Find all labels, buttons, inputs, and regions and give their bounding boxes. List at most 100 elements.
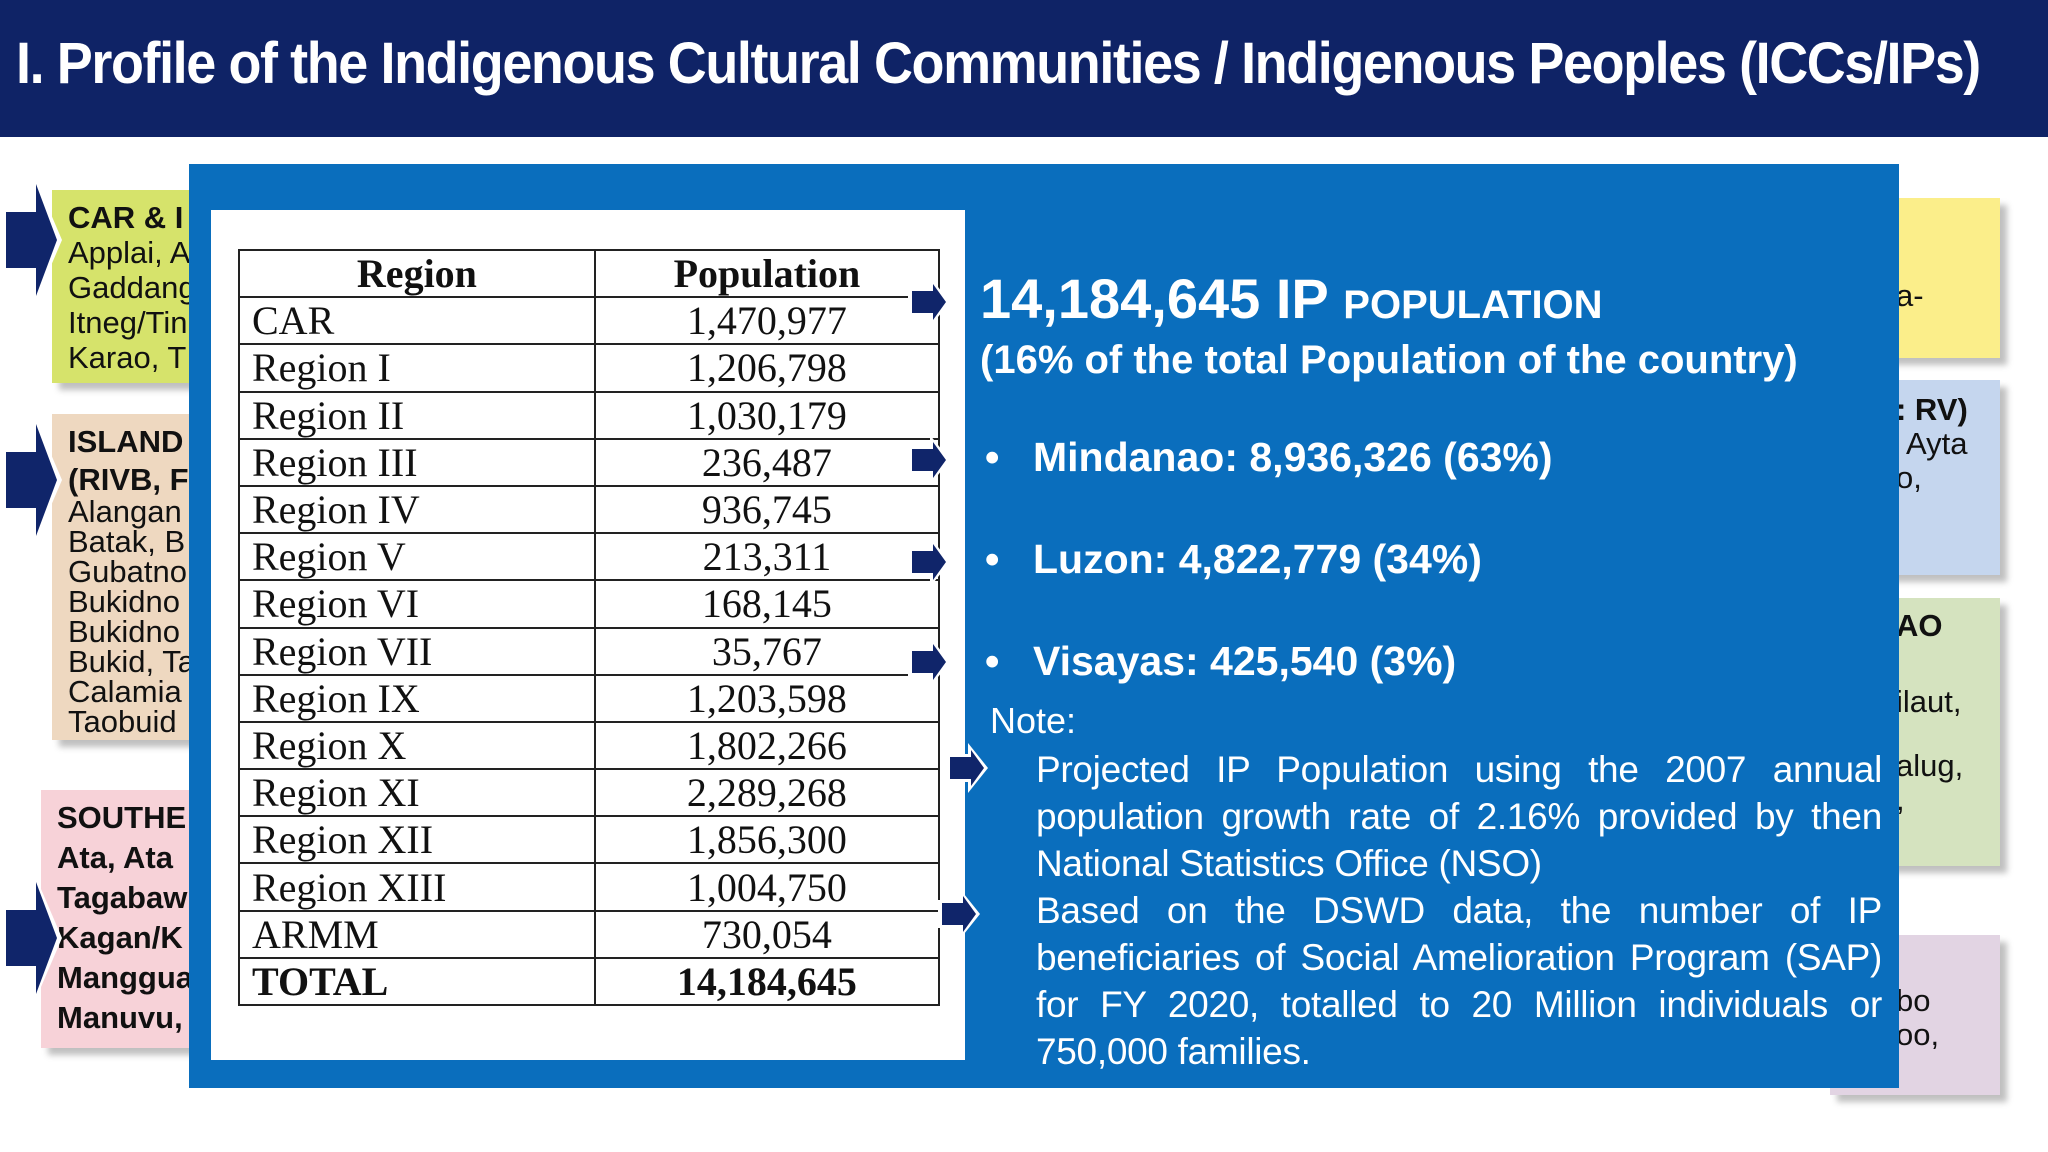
- population-cell: 1,856,300: [593, 815, 941, 865]
- bullet-text: Visayas: 425,540 (3%): [1033, 638, 1457, 684]
- table-row: Region IV 936,745: [238, 484, 941, 535]
- headline-label: POPULATION: [1343, 283, 1603, 327]
- bg-box-text: ,: [1896, 782, 1905, 817]
- bg-box-text: Taobuid: [68, 704, 177, 739]
- region-cell: Region VI: [238, 579, 596, 629]
- population-cell: 1,203,598: [593, 673, 941, 723]
- region-cell: Region XI: [238, 768, 596, 818]
- bg-box-text: Gaddang: [68, 270, 196, 305]
- bg-box-text: Ayta: [1906, 426, 1968, 461]
- bg-box-text: Alangan: [68, 494, 182, 529]
- population-cell: 1,802,266: [593, 720, 941, 771]
- bg-box-text: Manggua: [57, 960, 194, 995]
- population-cell: 1,004,750: [593, 862, 941, 912]
- bullet-luzon: • Luzon: 4,822,779 (34%): [985, 536, 1482, 582]
- arrow-right-icon: [944, 742, 990, 794]
- bg-box-text: alug,: [1896, 748, 1964, 783]
- page-title: I. Profile of the Indigenous Cultural Co…: [16, 31, 1981, 96]
- region-cell: Region XIII: [238, 862, 596, 912]
- region-cell: ARMM: [238, 909, 596, 959]
- table-row: Region IX 1,203,598: [238, 673, 941, 723]
- population-cell: 1,030,179: [593, 390, 941, 440]
- bullet-visayas: • Visayas: 425,540 (3%): [985, 638, 1457, 684]
- bg-box-text: : RV): [1896, 392, 1968, 427]
- arrow-right-icon: [906, 636, 952, 688]
- table-row: Region XIII 1,004,750: [238, 862, 941, 912]
- bullet-mindanao: • Mindanao: 8,936,326 (63%): [985, 434, 1553, 480]
- population-cell: 236,487: [593, 437, 941, 487]
- headline-number: 14,184,645 IP: [980, 267, 1328, 330]
- bg-box-text: Tagabaw: [57, 880, 188, 915]
- table-row: Region V 213,311: [238, 532, 941, 582]
- table-row: Region VI 168,145: [238, 579, 941, 629]
- arrow-right-icon: [936, 888, 982, 940]
- bullet-text: Luzon: 4,822,779 (34%): [1033, 536, 1482, 582]
- population-share-note: (16% of the total Population of the coun…: [980, 338, 1798, 382]
- bg-box-text: a-: [1896, 278, 1924, 313]
- ip-population-headline: 14,184,645 IP POPULATION: [980, 266, 1603, 331]
- total-value-cell: 14,184,645: [593, 956, 941, 1007]
- bg-box-text: CAR & I: [68, 200, 184, 235]
- population-cell: 2,289,268: [593, 768, 941, 818]
- arrow-right-icon: [906, 276, 952, 328]
- bg-box-text: Manuvu,: [57, 1000, 183, 1035]
- bg-box-text: Calamia: [68, 674, 182, 709]
- population-cell: 936,745: [593, 484, 941, 535]
- population-cell: 1,470,977: [593, 296, 941, 346]
- arrow-right-icon: [906, 536, 952, 588]
- arrow-right-icon: [2, 410, 62, 550]
- region-cell: Region IX: [238, 673, 596, 723]
- note-item: Projected IP Population using the 2007 a…: [1036, 749, 1882, 884]
- bg-box-text: oo,: [1896, 1017, 1940, 1052]
- bg-box-text: Applai, A: [68, 235, 191, 270]
- region-cell: Region III: [238, 437, 596, 487]
- bg-box-text: Karao, T: [68, 340, 187, 375]
- region-cell: Region VII: [238, 626, 596, 676]
- bg-box-text: SOUTHE: [57, 800, 187, 835]
- table-row: Region VII 35,767: [238, 626, 941, 676]
- population-cell: 168,145: [593, 579, 941, 629]
- region-cell: CAR: [238, 296, 596, 346]
- table-row: Region XI 2,289,268: [238, 768, 941, 818]
- population-cell: 730,054: [593, 909, 941, 959]
- table-row: Region III 236,487: [238, 437, 941, 487]
- bg-box-text: (RIVB, F: [68, 462, 189, 497]
- column-header: Population: [593, 248, 941, 299]
- table-row: Region XII 1,856,300: [238, 815, 941, 865]
- region-cell: Region X: [238, 720, 596, 771]
- bg-box-text: Bukidno: [68, 584, 181, 619]
- header-bar: I. Profile of the Indigenous Cultural Co…: [0, 0, 2048, 137]
- table-total-row: TOTAL 14,184,645: [238, 956, 941, 1007]
- bg-box-text: Bukidno: [68, 614, 181, 649]
- region-cell: Region II: [238, 390, 596, 440]
- bg-box-text: Batak, B: [68, 524, 186, 559]
- table-header-row: Region Population: [238, 248, 941, 299]
- bg-box-text: bo: [1896, 983, 1931, 1018]
- total-label-cell: TOTAL: [238, 956, 596, 1007]
- bg-box-text: Itneg/Tin: [68, 305, 188, 340]
- bg-box-text: Bukid, Ta: [68, 644, 195, 679]
- bg-box-text: Ata, Ata: [57, 840, 173, 875]
- arrow-right-icon: [2, 170, 62, 310]
- bg-box-text: o,: [1896, 460, 1922, 495]
- bg-box-text: AO: [1896, 608, 1943, 643]
- bg-box-text: ISLAND: [68, 424, 184, 459]
- arrow-right-icon: [906, 434, 952, 486]
- table-row: Region X 1,802,266: [238, 720, 941, 771]
- note-label: Note:: [990, 700, 1077, 741]
- table-row: CAR 1,470,977: [238, 296, 941, 346]
- region-cell: Region IV: [238, 484, 596, 535]
- region-cell: Region I: [238, 343, 596, 393]
- bg-box-text: Gubatno: [68, 554, 187, 589]
- table-row: Region I 1,206,798: [238, 343, 941, 393]
- population-cell: 35,767: [593, 626, 941, 676]
- bg-box-text: Kagan/K: [57, 920, 183, 955]
- note-item: Based on the DSWD data, the number of IP…: [1036, 890, 1882, 1072]
- region-cell: Region XII: [238, 815, 596, 865]
- table-row: ARMM 730,054: [238, 909, 941, 959]
- arrow-right-icon: [2, 868, 62, 1008]
- bullet-text: Mindanao: 8,936,326 (63%): [1033, 434, 1553, 480]
- population-cell: 213,311: [593, 532, 941, 582]
- population-cell: 1,206,798: [593, 343, 941, 393]
